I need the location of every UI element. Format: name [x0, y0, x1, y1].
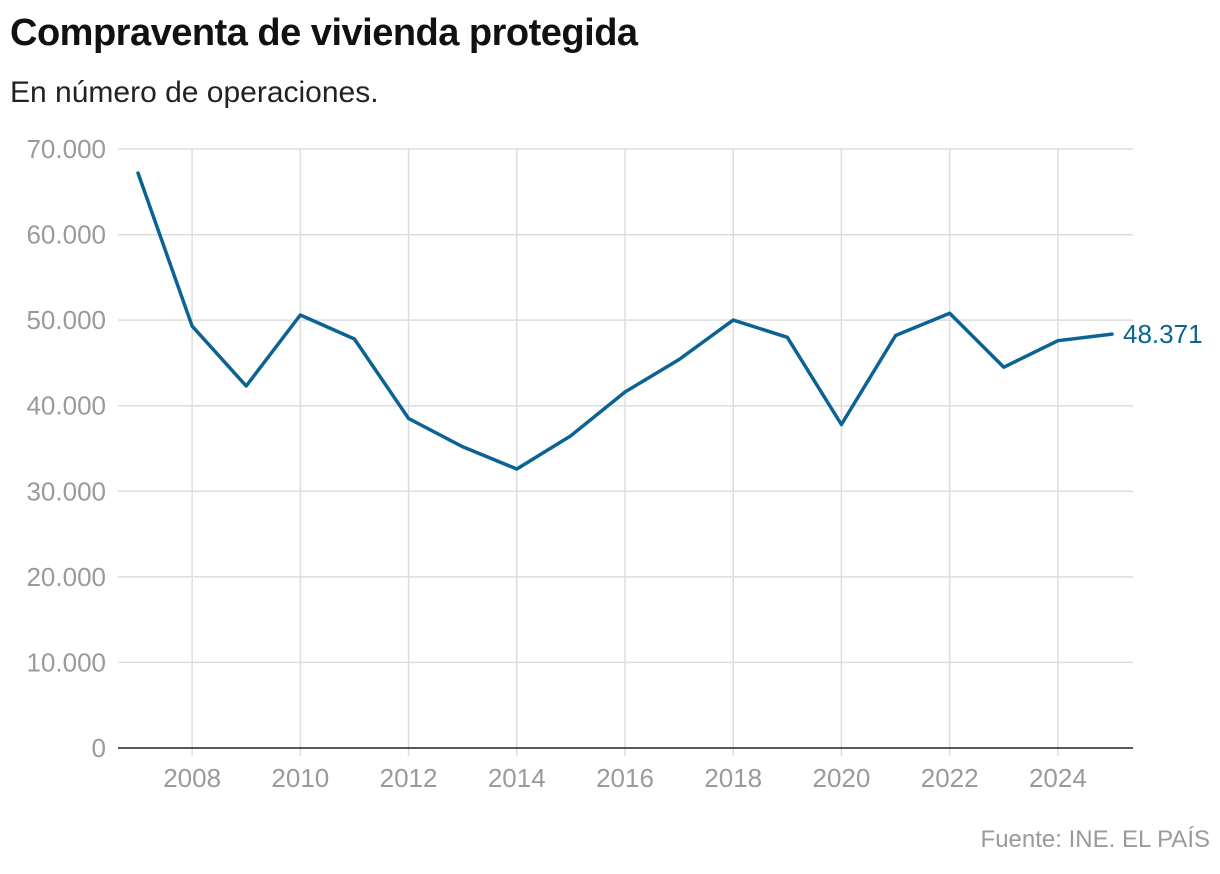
x-tick-label: 2012 — [380, 763, 438, 793]
x-tick-label: 2022 — [921, 763, 979, 793]
x-axis-tick-labels: 2008 2010 2012 2014 2016 2018 2020 2022 2024 — [163, 763, 1087, 793]
x-tick-label: 2018 — [704, 763, 762, 793]
x-tick-label: 2024 — [1029, 763, 1087, 793]
x-tick-label: 2016 — [596, 763, 654, 793]
y-tick-label: 10.000 — [26, 647, 106, 677]
x-tick-label: 2010 — [271, 763, 329, 793]
vertical-gridlines — [191, 149, 1059, 756]
y-tick-label: 20.000 — [26, 562, 106, 592]
end-value-label: 48.371 — [1123, 319, 1203, 349]
y-tick-label: 60.000 — [26, 220, 106, 250]
x-tick-label: 2014 — [488, 763, 546, 793]
chart-title: Compraventa de vivienda protegida — [10, 12, 638, 54]
y-tick-label: 0 — [92, 733, 106, 763]
series-points — [137, 172, 1113, 470]
y-tick-label: 50.000 — [26, 305, 106, 335]
y-tick-label: 40.000 — [26, 391, 106, 421]
y-axis-tick-labels: 0 10.000 20.000 30.000 40.000 50.000 60.000 70.… — [26, 134, 106, 763]
x-tick-label: 2020 — [813, 763, 871, 793]
y-tick-label: 30.000 — [26, 476, 106, 506]
chart-subtitle: En número de operaciones. — [10, 76, 379, 109]
source-note: Fuente: INE. EL PAÍS — [980, 826, 1210, 853]
x-tick-label: 2008 — [163, 763, 221, 793]
y-tick-label: 70.000 — [26, 134, 106, 164]
